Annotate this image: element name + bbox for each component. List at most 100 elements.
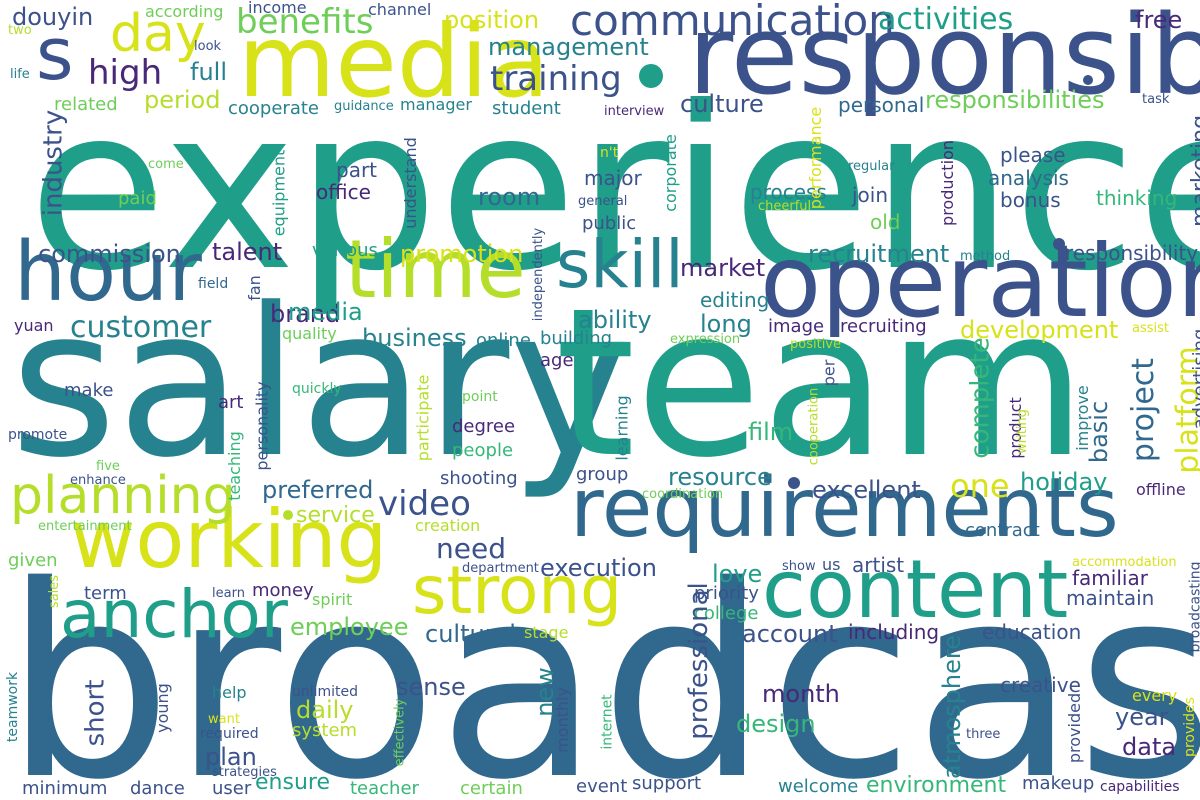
word-accommodation: accommodation bbox=[1072, 555, 1177, 570]
word-performance: performance bbox=[806, 106, 826, 210]
word-talent: talent bbox=[212, 238, 283, 266]
word-improve: improve bbox=[1072, 385, 1092, 451]
word-sense: sense bbox=[396, 673, 466, 701]
word-minimum: minimum bbox=[22, 778, 108, 799]
word-ability: ability bbox=[578, 306, 652, 334]
word-customer: customer bbox=[70, 310, 212, 345]
word-makeup: makeup bbox=[1022, 773, 1095, 794]
word-high: high bbox=[88, 53, 163, 93]
word-benefits: benefits bbox=[236, 2, 374, 42]
word-recruitment: recruitment bbox=[808, 240, 950, 268]
word-responsibility: responsibility bbox=[1065, 241, 1199, 265]
word-strategies: strategies bbox=[212, 765, 277, 780]
word-skill: skill bbox=[556, 226, 684, 303]
word-recruiting: recruiting bbox=[840, 316, 927, 337]
word-internet: internet bbox=[599, 694, 616, 750]
word-writing: writing bbox=[1014, 409, 1030, 454]
word-brand: brand bbox=[270, 300, 341, 328]
word-strong: strong bbox=[412, 552, 623, 629]
word-need: need bbox=[436, 532, 506, 565]
word-group: group bbox=[576, 464, 629, 485]
word-month: month bbox=[762, 680, 840, 708]
word-creative: creative bbox=[1000, 673, 1081, 697]
word-marketing: marketing bbox=[1188, 114, 1200, 228]
word-part: part bbox=[336, 158, 378, 182]
word-position: position bbox=[444, 6, 540, 34]
word-hour: hour bbox=[14, 225, 202, 320]
word-personality: personality bbox=[252, 381, 272, 471]
word-priority: priority bbox=[694, 583, 759, 604]
word-ensure: ensure bbox=[255, 770, 330, 795]
word-cheerful: cheerful bbox=[758, 199, 812, 214]
word-major: major bbox=[584, 166, 642, 190]
word-office: office bbox=[316, 180, 371, 204]
word-college: college bbox=[694, 603, 759, 624]
word-make: make bbox=[64, 380, 114, 401]
word-sales: sales bbox=[47, 574, 63, 609]
word-guidance: guidance bbox=[334, 99, 394, 114]
word-method: method bbox=[960, 249, 1011, 264]
word-channel: channel bbox=[368, 0, 432, 19]
word-student: student bbox=[492, 98, 561, 119]
word-resource: resource bbox=[668, 463, 772, 491]
word-anchor: anchor bbox=[60, 576, 288, 653]
word-system: system bbox=[292, 720, 358, 741]
word-account: account bbox=[742, 620, 838, 648]
word-long: long bbox=[700, 310, 752, 338]
word-effectively: effectively bbox=[392, 698, 408, 767]
word-development: development bbox=[960, 316, 1119, 344]
word-holiday: holiday bbox=[1020, 468, 1108, 496]
word-data: data bbox=[1122, 733, 1177, 761]
word-monthly: monthly bbox=[552, 687, 572, 753]
word-quickly: quickly bbox=[292, 381, 342, 397]
word-according: according bbox=[145, 2, 224, 21]
word-culture: culture bbox=[680, 90, 764, 118]
word-daily: daily bbox=[296, 696, 354, 724]
word-media: media bbox=[288, 298, 363, 326]
word-degree: degree bbox=[452, 416, 516, 437]
word-cooperation: cooperation bbox=[806, 387, 822, 466]
word-learning: learning bbox=[612, 395, 632, 461]
word-love: love bbox=[712, 560, 763, 588]
word-teaching: teaching bbox=[224, 431, 244, 501]
word-artist: artist bbox=[852, 553, 905, 577]
word-s: s bbox=[36, 12, 74, 96]
word-cultural: cultural bbox=[425, 620, 516, 648]
word-two: two bbox=[8, 23, 32, 38]
word-provides: provides bbox=[1181, 697, 1198, 757]
word-old: old bbox=[870, 210, 901, 234]
word-training: training bbox=[490, 59, 622, 99]
word-responsibilities: responsibilities bbox=[925, 86, 1105, 114]
word-cooperate: cooperate bbox=[228, 98, 319, 119]
word-including: including bbox=[848, 620, 940, 644]
word-period: period bbox=[144, 86, 221, 114]
word-environment: environment bbox=[866, 773, 1007, 798]
word-event: event bbox=[576, 776, 628, 797]
word-quality: quality bbox=[282, 324, 337, 343]
word-film: film bbox=[748, 418, 794, 446]
word-teamwork: teamwork bbox=[5, 671, 22, 743]
word-look: look bbox=[194, 39, 222, 54]
word-required: required bbox=[200, 726, 259, 742]
word-related: related bbox=[54, 94, 118, 115]
word-design: design bbox=[736, 710, 816, 738]
word-positive: positive bbox=[790, 337, 841, 352]
word-media: media bbox=[238, 3, 550, 120]
word-short: short bbox=[80, 679, 111, 747]
word-equipment: equipment bbox=[269, 149, 289, 237]
word-offline: offline bbox=[1136, 480, 1186, 499]
word-activities: activities bbox=[878, 2, 1014, 37]
dot-mark bbox=[283, 510, 293, 520]
word-online: online bbox=[476, 330, 531, 351]
word-atmosphere: atmosphere bbox=[938, 635, 966, 779]
word-production: production bbox=[937, 140, 957, 226]
word-welcome: welcome bbox=[778, 776, 859, 797]
word-us: us bbox=[822, 555, 841, 574]
word-manager: manager bbox=[400, 95, 472, 114]
word-complete: complete bbox=[965, 337, 996, 459]
word-commission: commission bbox=[38, 240, 181, 268]
word-advertising: advertising bbox=[1189, 328, 1200, 430]
dot-mark bbox=[1083, 75, 1093, 85]
word-creation: creation bbox=[415, 516, 481, 535]
